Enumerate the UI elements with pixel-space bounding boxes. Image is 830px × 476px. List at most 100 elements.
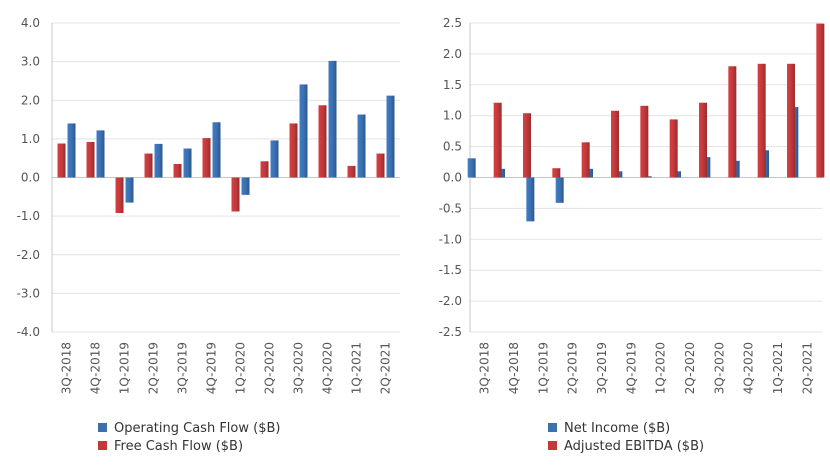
x-tick-label: 2Q-2020: [683, 342, 697, 394]
y-tick-label: 0.5: [443, 140, 462, 154]
bar-cashflow-s0-4Q-2018: [86, 141, 95, 178]
bar-cashflow-s1-4Q-2019: [212, 122, 221, 178]
x-tick-label: 2Q-2021: [379, 342, 393, 394]
x-tick-label: 2Q-2021: [800, 342, 814, 394]
legend-swatch: [548, 423, 557, 432]
bar-income-s0-1Q-2019: [526, 177, 535, 222]
legend-swatch: [548, 441, 557, 450]
x-tick-label: 1Q-2019: [118, 342, 132, 394]
bar-income-s1-4Q-2020: [757, 63, 766, 178]
bar-cashflow-s1-4Q-2020: [328, 60, 337, 178]
x-axis: 3Q-2018 4Q-2018 1Q-2019 2Q-2019 3Q-2019 4Q-20…: [60, 342, 393, 394]
bar-income-s1-2Q-2019: [581, 142, 590, 178]
y-tick-label: 4.0: [21, 16, 40, 30]
y-tick-label: -3.0: [17, 286, 40, 300]
legend-swatch: [98, 441, 107, 450]
x-tick-label: 3Q-2018: [60, 342, 74, 394]
bar-cashflow-s1-2Q-2019: [154, 143, 163, 178]
x-tick-label: 2Q-2019: [566, 342, 580, 394]
bar-cashflow-s1-1Q-2021: [357, 114, 366, 178]
y-tick-label: -1.0: [439, 232, 462, 246]
x-tick-label: 3Q-2018: [478, 342, 492, 394]
x-tick-label: 3Q-2020: [712, 342, 726, 394]
legend-label: Free Cash Flow ($B): [114, 439, 243, 454]
x-tick-label: 2Q-2020: [263, 342, 277, 394]
y-tick-label: -2.0: [17, 248, 40, 262]
legend-swatch: [98, 423, 107, 432]
y-tick-label: -1.0: [17, 209, 40, 223]
y-tick-label: -4.0: [17, 325, 40, 339]
bar-cashflow-s0-1Q-2019: [115, 177, 124, 214]
bar-income-s1-4Q-2018: [523, 113, 531, 178]
bar-cashflow-s0-2Q-2020: [260, 161, 269, 178]
bar-income-s1-3Q-2020: [728, 66, 737, 178]
x-tick-label: 3Q-2019: [176, 342, 190, 394]
bar-cashflow-s1-1Q-2020: [241, 177, 250, 195]
bar-cashflow-s0-4Q-2019: [202, 138, 211, 178]
y-tick-label: 1.0: [21, 132, 40, 146]
income-ebitda-chart: 2.5 2.0 1.5 1.0 0.5 0.0 -0.5 -1.0 -1.5 -2.0 -2.5 3Q…: [439, 16, 825, 454]
bar-income-s0-3Q-2018: [467, 158, 476, 178]
legend-label: Adjusted EBITDA ($B): [564, 439, 704, 454]
legend-label: Operating Cash Flow ($B): [114, 421, 280, 436]
bar-cashflow-s1-4Q-2018: [96, 130, 105, 178]
legend-label: Net Income ($B): [564, 421, 670, 436]
cash-flow-chart: 4.0 3.0 2.0 1.0 0.0 -1.0 -2.0 -3.0 -4.0 3Q-2018 4Q…: [17, 16, 400, 454]
bars: [467, 23, 825, 222]
bar-income-s1-3Q-2018: [493, 102, 502, 178]
bar-cashflow-s0-3Q-2018: [57, 143, 66, 178]
y-tick-label: 0.0: [21, 171, 40, 185]
bar-income-s1-3Q-2019: [611, 110, 619, 178]
bar-income-s1-2Q-2020: [699, 102, 707, 178]
bar-cashflow-s1-2Q-2020: [270, 140, 279, 178]
bar-cashflow-s1-2Q-2021: [386, 95, 395, 178]
x-tick-label: 1Q-2021: [771, 342, 785, 394]
y-tick-label: -2.5: [439, 325, 462, 339]
x-axis: 3Q-2018 4Q-2018 1Q-2019 2Q-2019 3Q-2019 4Q-20…: [478, 342, 815, 394]
y-tick-label: 2.5: [443, 16, 462, 30]
bar-income-s1-2Q-2021: [816, 23, 825, 178]
bar-cashflow-s0-4Q-2020: [318, 105, 327, 178]
bar-income-s0-2Q-2019: [555, 177, 564, 203]
bar-cashflow-s0-1Q-2020: [231, 177, 240, 212]
bar-cashflow-s0-2Q-2021: [376, 153, 385, 178]
x-tick-label: 2Q-2019: [147, 342, 161, 394]
bar-cashflow-s1-3Q-2019: [183, 148, 192, 178]
x-tick-label: 1Q-2021: [350, 342, 364, 394]
y-tick-label: 0.0: [443, 171, 462, 185]
bar-income-s1-1Q-2021: [787, 63, 795, 178]
bar-income-s1-1Q-2019: [552, 168, 561, 178]
x-tick-label: 4Q-2020: [742, 342, 756, 394]
bar-cashflow-s0-3Q-2019: [173, 163, 182, 178]
bar-cashflow-s1-3Q-2018: [67, 123, 76, 178]
x-tick-label: 4Q-2020: [321, 342, 335, 394]
x-tick-label: 3Q-2020: [292, 342, 306, 394]
bar-income-s1-1Q-2020: [669, 119, 678, 178]
bar-cashflow-s0-1Q-2021: [347, 165, 356, 178]
x-tick-label: 4Q-2018: [89, 342, 103, 394]
x-tick-label: 1Q-2020: [234, 342, 248, 394]
y-tick-label: 1.5: [443, 78, 462, 92]
y-axis: 4.0 3.0 2.0 1.0 0.0 -1.0 -2.0 -3.0 -4.0: [17, 16, 400, 339]
x-tick-label: 4Q-2018: [507, 342, 521, 394]
bar-cashflow-s0-2Q-2019: [144, 153, 153, 178]
y-tick-label: 1.0: [443, 109, 462, 123]
y-tick-label: -2.0: [439, 294, 462, 308]
bar-income-s1-4Q-2019: [640, 105, 649, 178]
y-tick-label: -1.5: [439, 263, 462, 277]
y-tick-label: 2.0: [21, 93, 40, 107]
legend: Net Income ($B) Adjusted EBITDA ($B): [548, 421, 704, 454]
legend: Operating Cash Flow ($B) Free Cash Flow (…: [98, 421, 280, 454]
bar-cashflow-s0-3Q-2020: [289, 123, 298, 178]
y-tick-label: -0.5: [439, 201, 462, 215]
x-tick-label: 3Q-2019: [595, 342, 609, 394]
x-tick-label: 1Q-2020: [654, 342, 668, 394]
x-tick-label: 4Q-2019: [205, 342, 219, 394]
y-tick-label: 3.0: [21, 55, 40, 69]
bar-cashflow-s1-1Q-2019: [125, 177, 134, 203]
bar-cashflow-s1-3Q-2020: [299, 84, 308, 178]
x-tick-label: 4Q-2019: [624, 342, 638, 394]
x-tick-label: 1Q-2019: [536, 342, 550, 394]
bars: [57, 60, 395, 214]
